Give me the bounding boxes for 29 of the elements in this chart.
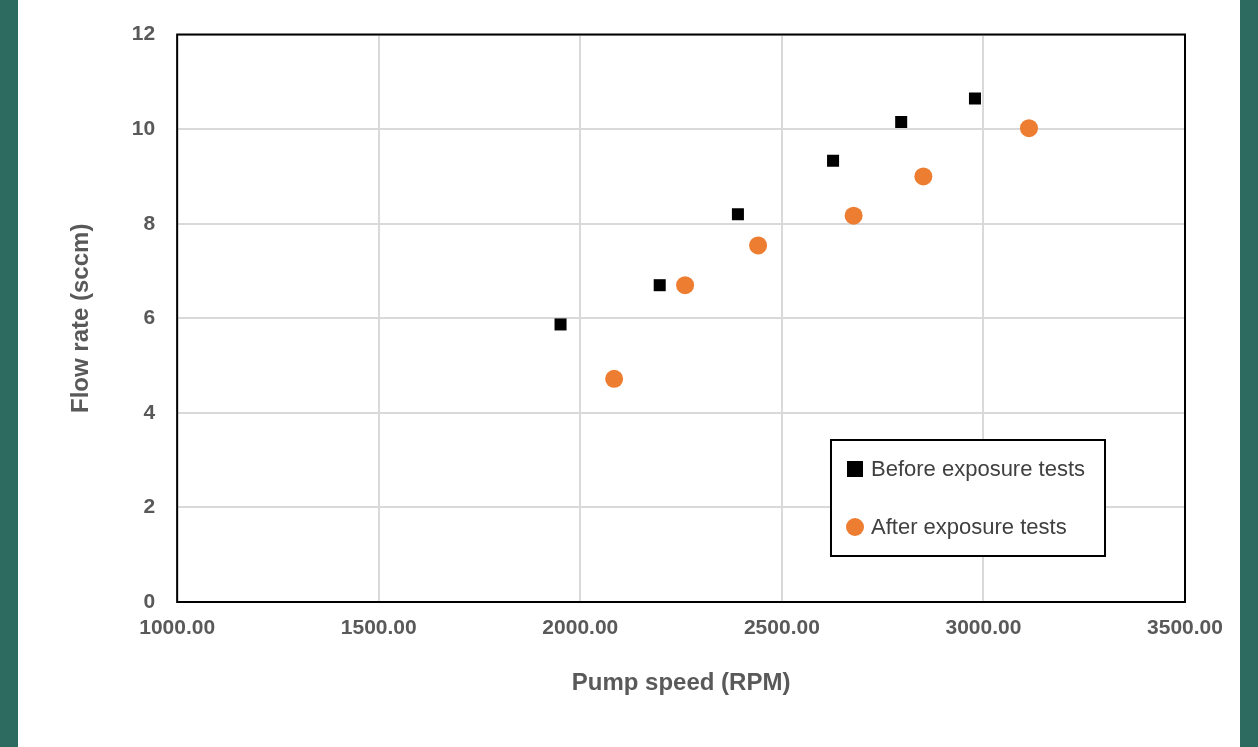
x-axis-title: Pump speed (RPM) xyxy=(571,668,791,696)
point xyxy=(844,206,863,225)
point xyxy=(914,167,933,186)
x-tick-label: 2000.00 xyxy=(542,615,619,639)
point xyxy=(653,279,666,292)
legend-label: After exposure tests xyxy=(870,514,1067,540)
point xyxy=(554,318,567,331)
point xyxy=(676,276,695,295)
y-tick-label: 4 xyxy=(143,399,156,423)
y-tick-label: 2 xyxy=(143,494,156,518)
point xyxy=(1019,119,1038,138)
y-tick-label: 12 xyxy=(131,21,156,45)
point xyxy=(731,208,744,221)
y-tick-label: 0 xyxy=(143,588,156,612)
y-tick-label: 6 xyxy=(143,305,156,329)
x-tick-label: 2500.00 xyxy=(743,615,820,639)
point xyxy=(749,236,768,255)
x-tick-label: 1000.00 xyxy=(139,615,216,639)
point xyxy=(895,116,908,129)
point xyxy=(605,369,624,388)
legend-label: Before exposure tests xyxy=(870,456,1086,482)
y-tick-label: 10 xyxy=(131,115,156,139)
x-tick-label: 3000.00 xyxy=(945,615,1022,639)
point xyxy=(968,92,981,105)
y-axis-title: Flow rate (sccm) xyxy=(66,223,94,413)
x-tick-label: 1500.00 xyxy=(340,615,417,639)
y-tick-label: 8 xyxy=(143,210,156,234)
x-tick-label: 3500.00 xyxy=(1147,615,1223,639)
point xyxy=(827,154,840,167)
